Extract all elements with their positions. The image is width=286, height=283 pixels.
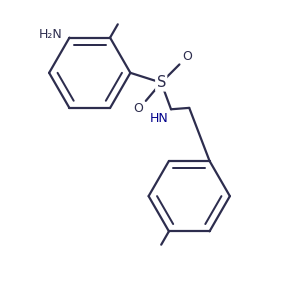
Text: S: S <box>156 75 166 90</box>
Text: O: O <box>133 102 143 115</box>
Text: HN: HN <box>150 112 168 125</box>
Text: O: O <box>182 50 192 63</box>
Text: H₂N: H₂N <box>39 28 62 41</box>
